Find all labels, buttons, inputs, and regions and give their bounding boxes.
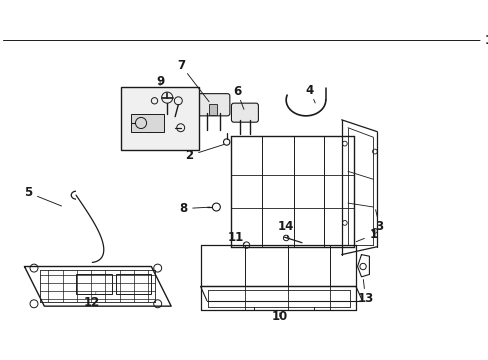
Bar: [76, 274, 111, 294]
Text: 2: 2: [185, 149, 193, 162]
Text: 12: 12: [83, 296, 100, 309]
Text: 7: 7: [177, 59, 185, 72]
Bar: [209, 104, 217, 115]
FancyBboxPatch shape: [196, 94, 229, 116]
Text: 4: 4: [305, 84, 313, 97]
FancyBboxPatch shape: [231, 103, 258, 122]
Text: 6: 6: [232, 85, 241, 98]
Bar: [130, 114, 163, 132]
Text: 14: 14: [277, 220, 294, 233]
Bar: [121, 86, 199, 150]
Text: 5: 5: [24, 186, 33, 199]
Text: 13: 13: [357, 292, 373, 305]
Text: 11: 11: [227, 231, 244, 244]
Text: 1: 1: [368, 228, 377, 241]
Text: 9: 9: [156, 75, 164, 88]
Bar: [116, 274, 151, 294]
Text: 3: 3: [375, 220, 383, 233]
Text: 1: 1: [483, 34, 488, 47]
Text: 10: 10: [271, 310, 287, 323]
Text: 8: 8: [179, 202, 187, 215]
